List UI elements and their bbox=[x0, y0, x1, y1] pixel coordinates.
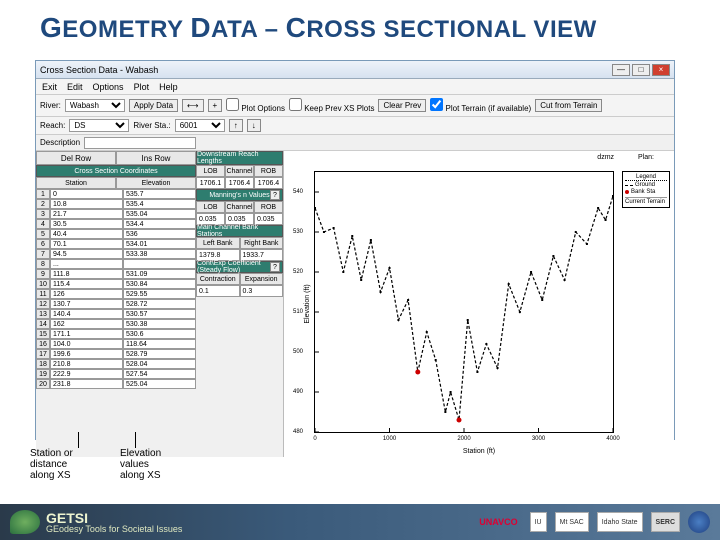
table-row[interactable]: 14162530.38 bbox=[36, 319, 196, 329]
nsf-logo-icon bbox=[688, 511, 710, 533]
table-row[interactable]: 10115.4530.84 bbox=[36, 279, 196, 289]
plot-area: 480490500510520530540 01000200030004000 bbox=[314, 171, 614, 433]
plot-options-checkbox[interactable] bbox=[226, 98, 239, 111]
up-button[interactable]: ↑ bbox=[229, 119, 243, 132]
window-title: Cross Section Data - Wabash bbox=[40, 65, 158, 75]
station-col-header: Station bbox=[36, 177, 116, 189]
mtsac-logo: Mt SAC bbox=[555, 512, 589, 532]
footer-tagline: GEodesy Tools for Societal Issues bbox=[46, 525, 182, 534]
x-axis-label: Station (ft) bbox=[463, 448, 495, 455]
table-row[interactable]: 11126529.55 bbox=[36, 289, 196, 299]
footer-brand: GETSI bbox=[46, 511, 182, 525]
table-row[interactable]: 18210.8528.04 bbox=[36, 359, 196, 369]
channel-header: Channel bbox=[225, 165, 254, 177]
table-row[interactable]: 15171.1530.6 bbox=[36, 329, 196, 339]
cut-terrain-button[interactable]: Cut from Terrain bbox=[535, 99, 602, 112]
table-row[interactable]: 16104.0118.64 bbox=[36, 339, 196, 349]
annotation-arrow-1 bbox=[78, 432, 79, 448]
description-label: Description bbox=[40, 138, 80, 147]
unavco-logo: UNAVCO bbox=[475, 512, 521, 532]
slide-title: GEOMETRY DATA – CROSS SECTIONAL VIEW bbox=[0, 0, 720, 52]
coord-header: Cross Section Coordinates bbox=[36, 165, 196, 177]
drl-header: Downstream Reach Lengths bbox=[196, 151, 283, 165]
toolbar-row1: River: Wabash Apply Data ⟷ + Plot Option… bbox=[36, 95, 674, 117]
menubar: Exit Edit Options Plot Help bbox=[36, 79, 674, 95]
nav-icon[interactable]: ⟷ bbox=[182, 99, 203, 112]
plot-hdr-plan: Plan: bbox=[638, 154, 654, 161]
plot-panel: dzmz Plan: Elevation (ft) Station (ft) 4… bbox=[284, 151, 674, 457]
riversta-select[interactable]: 6001 bbox=[175, 119, 225, 132]
reach-label: Reach: bbox=[40, 121, 65, 130]
table-row[interactable]: 20231.8525.04 bbox=[36, 379, 196, 389]
down-button[interactable]: ↓ bbox=[247, 119, 261, 132]
apply-data-button[interactable]: Apply Data bbox=[129, 99, 178, 112]
table-row[interactable]: 321.7535.04 bbox=[36, 209, 196, 219]
manning-header: Manning's n Values? bbox=[196, 189, 283, 201]
menu-edit[interactable]: Edit bbox=[67, 82, 83, 92]
serc-logo: SERC bbox=[651, 512, 680, 532]
getsi-logo-icon bbox=[10, 510, 40, 534]
rob-header: ROB bbox=[254, 165, 283, 177]
y-axis-label: Elevation (ft) bbox=[304, 284, 311, 323]
table-row[interactable]: 670.1534.01 bbox=[36, 239, 196, 249]
menu-help[interactable]: Help bbox=[159, 82, 178, 92]
cross-section-chart bbox=[315, 172, 613, 432]
idaho-logo: Idaho State bbox=[597, 512, 643, 532]
contraction-value[interactable]: 0.1 bbox=[196, 285, 240, 297]
table-row[interactable]: 10535.7 bbox=[36, 189, 196, 199]
reach-select[interactable]: DS bbox=[69, 119, 129, 132]
channel-value[interactable]: 1706.4 bbox=[225, 177, 254, 189]
table-row[interactable]: 12130.7528.72 bbox=[36, 299, 196, 309]
close-button[interactable]: × bbox=[652, 64, 670, 76]
bank-header: Main Channel Bank Stations bbox=[196, 225, 283, 237]
description-input[interactable] bbox=[84, 137, 196, 149]
table-row[interactable]: 210.8535.4 bbox=[36, 199, 196, 209]
legend: Legend Ground Bank Sta Current Terrain bbox=[622, 171, 670, 208]
plot-hdr-dzmz: dzmz bbox=[597, 154, 614, 161]
del-row-button[interactable]: Del Row bbox=[36, 151, 116, 165]
menu-plot[interactable]: Plot bbox=[134, 82, 150, 92]
footer-banner: GETSI GEodesy Tools for Societal Issues … bbox=[0, 504, 720, 540]
clear-prev-button[interactable]: Clear Prev bbox=[378, 99, 426, 112]
riversta-label: River Sta.: bbox=[133, 121, 170, 130]
elevation-col-header: Elevation bbox=[116, 177, 196, 189]
lob-header: LOB bbox=[196, 165, 225, 177]
annotation-elevation: Elevationvaluesalong XS bbox=[120, 448, 180, 481]
contexp-help-icon[interactable]: ? bbox=[270, 262, 280, 272]
plot-terrain-checkbox[interactable] bbox=[430, 98, 443, 111]
iu-logo: IU bbox=[530, 512, 547, 532]
river-select[interactable]: Wabash bbox=[65, 99, 125, 112]
add-icon[interactable]: + bbox=[208, 99, 223, 112]
table-row[interactable]: 19222.9527.54 bbox=[36, 369, 196, 379]
table-row[interactable]: 430.5534.4 bbox=[36, 219, 196, 229]
left-panel: Del Row Ins Row Downstream Reach Lengths… bbox=[36, 151, 284, 457]
maximize-button[interactable]: □ bbox=[632, 64, 650, 76]
table-row[interactable]: 9111.8531.09 bbox=[36, 269, 196, 279]
keep-xs-checkbox[interactable] bbox=[289, 98, 302, 111]
toolbar-row2: Reach: DS River Sta.: 6001 ↑ ↓ bbox=[36, 117, 674, 135]
menu-exit[interactable]: Exit bbox=[42, 82, 57, 92]
minimize-button[interactable]: — bbox=[612, 64, 630, 76]
table-row[interactable]: 13140.4530.57 bbox=[36, 309, 196, 319]
titlebar[interactable]: Cross Section Data - Wabash — □ × bbox=[36, 61, 674, 79]
table-row[interactable]: 540.4536 bbox=[36, 229, 196, 239]
contexp-header: Cont\Exp Coefficient (Steady Flow)? bbox=[196, 261, 283, 273]
ins-row-button[interactable]: Ins Row bbox=[116, 151, 196, 165]
table-row[interactable]: 794.5533.38 bbox=[36, 249, 196, 259]
description-row: Description bbox=[36, 135, 674, 151]
table-row[interactable]: 8... bbox=[36, 259, 196, 269]
cross-section-window: Cross Section Data - Wabash — □ × Exit E… bbox=[35, 60, 675, 440]
lob-value[interactable]: 1706.1 bbox=[196, 177, 225, 189]
coordinates-table[interactable]: 10535.7210.8535.4321.7535.04430.5534.454… bbox=[36, 189, 196, 389]
annotation-arrow-2 bbox=[135, 432, 136, 448]
manning-help-icon[interactable]: ? bbox=[270, 190, 280, 200]
menu-options[interactable]: Options bbox=[93, 82, 124, 92]
rob-value[interactable]: 1706.4 bbox=[254, 177, 283, 189]
table-row[interactable]: 17199.6528.79 bbox=[36, 349, 196, 359]
expansion-value[interactable]: 0.3 bbox=[240, 285, 284, 297]
annotation-station: Station ordistancealong XS bbox=[30, 448, 90, 481]
river-label: River: bbox=[40, 101, 61, 110]
